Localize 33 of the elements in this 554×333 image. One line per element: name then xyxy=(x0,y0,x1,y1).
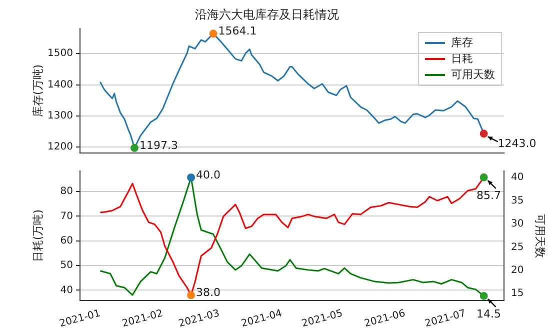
y-tick-label: 1500 xyxy=(48,48,73,60)
data-label: 40.0 xyxy=(196,168,221,182)
y2-tick-label: 25 xyxy=(511,242,524,253)
data-label: 38.0 xyxy=(196,286,221,300)
data-label: 85.7 xyxy=(476,188,502,202)
y-tick-label: 1200 xyxy=(48,142,73,153)
x-tick-label: 2021-02 xyxy=(121,308,164,330)
y2-axis-title: 可用天数 xyxy=(534,214,547,258)
point xyxy=(209,30,218,38)
data-label: 1564.1 xyxy=(218,24,257,38)
data-label: 1197.3 xyxy=(140,138,178,152)
y-tick-label: 1300 xyxy=(48,110,73,122)
y-tick-label: 60 xyxy=(60,235,73,246)
chart-title: 沿海六大电库存及日耗情况 xyxy=(195,7,339,22)
y2-tick-label: 30 xyxy=(511,218,524,230)
data-label: 14.5 xyxy=(476,307,502,320)
y-axis-title: 库存(万吨) xyxy=(31,64,44,117)
y-tick-label: 40 xyxy=(60,284,73,296)
legend-label: 库存 xyxy=(451,35,473,51)
point xyxy=(130,144,139,152)
legend-label: 可用天数 xyxy=(451,67,495,83)
y-tick-label: 80 xyxy=(60,186,73,198)
y-tick-label: 1400 xyxy=(48,79,73,90)
y2-tick-label: 40 xyxy=(511,172,524,184)
point xyxy=(480,130,488,138)
x-tick-label: 2021-01 xyxy=(58,308,102,330)
y-axis-title: 日耗(万吨) xyxy=(31,210,44,262)
y-tick-label: 50 xyxy=(60,260,73,272)
y2-tick-label: 35 xyxy=(511,195,524,206)
y2-tick-label: 15 xyxy=(511,288,524,300)
y2-tick-label: 20 xyxy=(511,264,524,276)
data-label: 1243.0 xyxy=(498,137,536,150)
y-tick-label: 70 xyxy=(60,210,73,222)
